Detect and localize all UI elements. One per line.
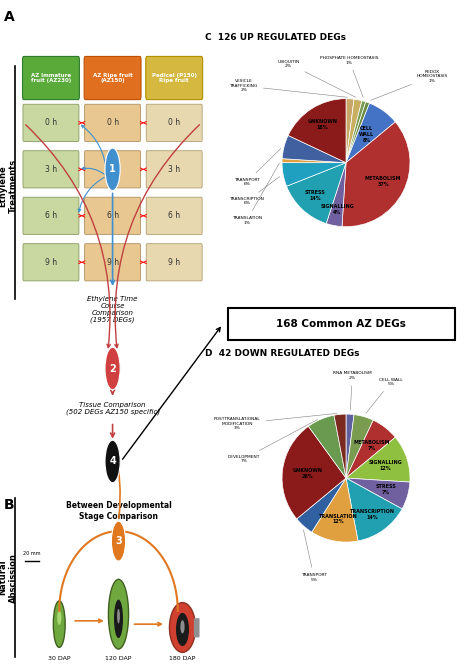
Wedge shape bbox=[346, 478, 410, 509]
Text: TRANSCRIPTION
6%: TRANSCRIPTION 6% bbox=[229, 177, 280, 205]
Circle shape bbox=[105, 347, 120, 390]
Ellipse shape bbox=[114, 600, 123, 638]
Text: TRANSLATION
1%: TRANSLATION 1% bbox=[232, 163, 279, 224]
Text: B: B bbox=[4, 498, 14, 512]
FancyBboxPatch shape bbox=[23, 56, 79, 100]
Wedge shape bbox=[346, 102, 370, 163]
Text: PHOSPHATE HOMEOSTASIS
1%: PHOSPHATE HOMEOSTASIS 1% bbox=[320, 56, 378, 98]
Text: AZ Immature
fruit (AZ230): AZ Immature fruit (AZ230) bbox=[31, 72, 71, 84]
Wedge shape bbox=[342, 122, 410, 226]
FancyBboxPatch shape bbox=[146, 56, 203, 100]
FancyBboxPatch shape bbox=[23, 151, 79, 188]
Text: TRANSLATION
12%: TRANSLATION 12% bbox=[319, 513, 357, 525]
Text: 3 h: 3 h bbox=[107, 165, 118, 174]
Text: 6 h: 6 h bbox=[168, 211, 180, 220]
Wedge shape bbox=[282, 426, 346, 519]
Ellipse shape bbox=[53, 601, 65, 647]
Text: TRANSPORT
6%: TRANSPORT 6% bbox=[234, 148, 281, 186]
Text: 2: 2 bbox=[109, 363, 116, 374]
Text: SIGNALLING
12%: SIGNALLING 12% bbox=[369, 460, 402, 471]
Text: 9 h: 9 h bbox=[45, 258, 57, 267]
Text: STRESS
14%: STRESS 14% bbox=[305, 190, 326, 201]
Text: Between Developmental
Stage Comparison: Between Developmental Stage Comparison bbox=[65, 501, 172, 521]
Text: CELL
WALL
8%: CELL WALL 8% bbox=[359, 126, 374, 143]
Text: SIGNALLING
4%: SIGNALLING 4% bbox=[320, 205, 354, 215]
Text: 1: 1 bbox=[109, 164, 116, 175]
Text: 168 Common AZ DEGs: 168 Common AZ DEGs bbox=[276, 319, 406, 329]
Text: DEVELOPMENT
7%: DEVELOPMENT 7% bbox=[228, 420, 318, 463]
Text: C  126 UP REGULATED DEGs: C 126 UP REGULATED DEGs bbox=[205, 33, 346, 42]
Text: 20 mm: 20 mm bbox=[23, 551, 41, 556]
FancyBboxPatch shape bbox=[23, 197, 79, 234]
Wedge shape bbox=[346, 438, 410, 482]
Ellipse shape bbox=[176, 613, 189, 646]
Text: METABOLISM
7%: METABOLISM 7% bbox=[353, 440, 390, 451]
Text: UNKNOWN
18%: UNKNOWN 18% bbox=[307, 120, 337, 130]
Text: 3: 3 bbox=[115, 536, 122, 546]
Wedge shape bbox=[346, 103, 395, 163]
FancyBboxPatch shape bbox=[85, 104, 140, 141]
FancyBboxPatch shape bbox=[194, 618, 200, 637]
Text: Natural
Abscission: Natural Abscission bbox=[0, 552, 18, 603]
FancyBboxPatch shape bbox=[85, 244, 140, 281]
Wedge shape bbox=[346, 420, 395, 478]
Wedge shape bbox=[326, 163, 346, 226]
Text: 4: 4 bbox=[109, 456, 116, 467]
Text: 3 h: 3 h bbox=[45, 165, 57, 174]
Wedge shape bbox=[334, 414, 346, 478]
Text: TRANSPORT
5%: TRANSPORT 5% bbox=[301, 530, 327, 582]
Wedge shape bbox=[312, 478, 358, 542]
FancyBboxPatch shape bbox=[146, 197, 202, 234]
Text: VESICLE
TRAFFICKING
2%: VESICLE TRAFFICKING 2% bbox=[229, 79, 347, 97]
Text: Pedicel (P150)
Ripe fruit: Pedicel (P150) Ripe fruit bbox=[152, 72, 197, 84]
Text: Tissue Comparison
(502 DEGs AZ150 specific): Tissue Comparison (502 DEGs AZ150 specif… bbox=[65, 402, 160, 415]
FancyBboxPatch shape bbox=[23, 244, 79, 281]
Wedge shape bbox=[346, 414, 373, 478]
Circle shape bbox=[111, 521, 126, 561]
Text: 180 DAP: 180 DAP bbox=[169, 655, 196, 661]
Wedge shape bbox=[282, 135, 346, 163]
Text: 120 DAP: 120 DAP bbox=[105, 655, 132, 661]
Ellipse shape bbox=[180, 620, 185, 633]
Wedge shape bbox=[346, 101, 366, 163]
Text: UNKNOWN
26%: UNKNOWN 26% bbox=[293, 468, 323, 479]
Wedge shape bbox=[346, 99, 362, 163]
Text: 0 h: 0 h bbox=[168, 118, 180, 127]
FancyBboxPatch shape bbox=[85, 197, 140, 234]
Text: 6 h: 6 h bbox=[107, 211, 118, 220]
Wedge shape bbox=[346, 414, 354, 478]
Wedge shape bbox=[282, 159, 346, 163]
Text: 3 h: 3 h bbox=[168, 165, 180, 174]
Wedge shape bbox=[346, 99, 354, 163]
Text: STRESS
7%: STRESS 7% bbox=[375, 484, 396, 495]
Text: REDOX
HOMEOSTASIS
1%: REDOX HOMEOSTASIS 1% bbox=[371, 70, 448, 100]
Ellipse shape bbox=[170, 603, 196, 652]
Circle shape bbox=[105, 440, 120, 483]
Wedge shape bbox=[297, 478, 346, 532]
Wedge shape bbox=[282, 163, 346, 186]
Text: 0 h: 0 h bbox=[45, 118, 57, 127]
Text: 9 h: 9 h bbox=[107, 258, 118, 267]
FancyBboxPatch shape bbox=[85, 151, 140, 188]
Text: 30 DAP: 30 DAP bbox=[48, 655, 71, 661]
Text: UBIQUITIN
2%: UBIQUITIN 2% bbox=[277, 59, 356, 98]
Text: CELL WALL
5%: CELL WALL 5% bbox=[366, 378, 403, 413]
Circle shape bbox=[105, 148, 120, 191]
FancyBboxPatch shape bbox=[146, 244, 202, 281]
Wedge shape bbox=[346, 478, 402, 541]
Ellipse shape bbox=[109, 579, 128, 649]
Ellipse shape bbox=[57, 610, 62, 625]
FancyBboxPatch shape bbox=[146, 104, 202, 141]
Text: POSTTRANSLATIONAL
MODIFICATION
3%: POSTTRANSLATIONAL MODIFICATION 3% bbox=[214, 414, 337, 430]
FancyBboxPatch shape bbox=[228, 307, 455, 340]
Text: Ethylene
Treatments: Ethylene Treatments bbox=[0, 159, 18, 213]
Text: RNA METABOLISM
2%: RNA METABOLISM 2% bbox=[333, 371, 372, 410]
Text: TRANSCRIPTION
14%: TRANSCRIPTION 14% bbox=[350, 509, 395, 520]
Text: METABOLISM
37%: METABOLISM 37% bbox=[365, 176, 401, 187]
Text: 0 h: 0 h bbox=[107, 118, 118, 127]
FancyBboxPatch shape bbox=[84, 56, 141, 100]
FancyBboxPatch shape bbox=[23, 104, 79, 141]
FancyBboxPatch shape bbox=[146, 151, 202, 188]
Wedge shape bbox=[288, 99, 346, 163]
Text: D  42 DOWN REGULATED DEGs: D 42 DOWN REGULATED DEGs bbox=[205, 349, 360, 357]
